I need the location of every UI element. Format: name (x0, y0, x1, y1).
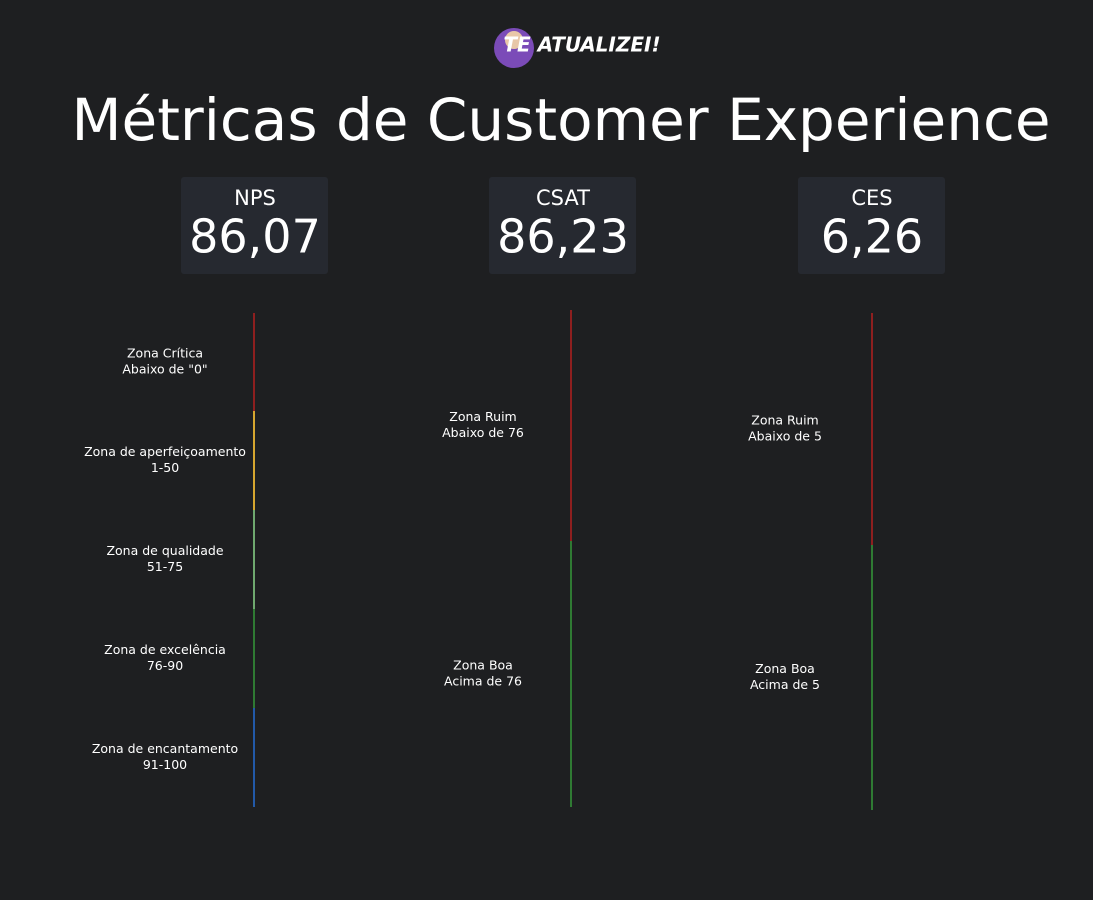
zone-label: 51-75 (147, 559, 183, 574)
logo-text: TE ATUALIZEI! (503, 33, 660, 57)
zone-label: 91-100 (143, 757, 187, 772)
metric-label: CSAT (536, 186, 590, 210)
zone-label: Acima de 76 (444, 674, 522, 689)
metric-label: NPS (234, 186, 276, 210)
zone-label: Zona Boa (453, 658, 513, 673)
zone-label: 76-90 (147, 658, 183, 673)
metric-card (798, 177, 945, 274)
logo: TE ATUALIZEI! (494, 28, 661, 68)
metric-card (181, 177, 328, 274)
logo-face (505, 31, 523, 49)
zone-label: Zona de qualidade (106, 543, 223, 558)
zone-label: 1-50 (151, 460, 179, 475)
zone-label: Zona Ruim (449, 409, 516, 424)
zone-label: Abaixo de 76 (442, 425, 524, 440)
zone-label: Abaixo de "0" (122, 362, 207, 377)
metric-value: 86,23 (497, 210, 629, 264)
metric-label: CES (851, 186, 892, 210)
zone-label: Zona Ruim (751, 413, 818, 428)
zone-label: Zona Crítica (127, 346, 203, 361)
zone-label: Zona de excelência (104, 642, 226, 657)
metric-value: 86,07 (189, 210, 321, 264)
zone-label: Abaixo de 5 (748, 429, 822, 444)
page-title: Métricas de Customer Experience (71, 86, 1050, 154)
zone-label: Zona Boa (755, 661, 815, 676)
zone-label: Zona de encantamento (92, 741, 238, 756)
zone-label: Zona de aperfeiçoamento (84, 444, 246, 459)
metric-value: 6,26 (821, 210, 923, 264)
metric-card (489, 177, 636, 274)
zone-label: Acima de 5 (750, 677, 820, 692)
